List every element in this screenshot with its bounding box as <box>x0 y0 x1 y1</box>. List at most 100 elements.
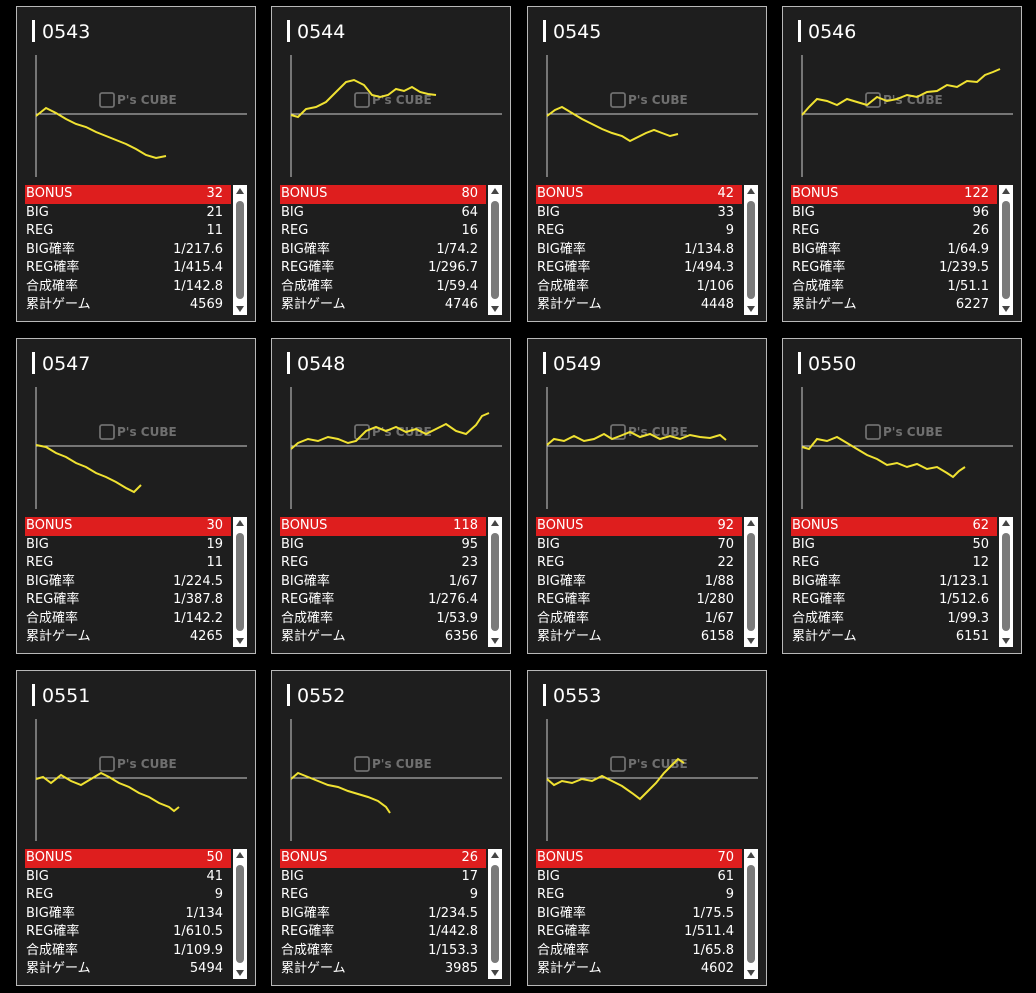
scroll-up-arrow-icon[interactable] <box>491 520 499 526</box>
stats-scrollbar[interactable] <box>744 185 758 315</box>
scroll-down-arrow-icon[interactable] <box>236 306 244 312</box>
scroll-up-arrow-icon[interactable] <box>236 520 244 526</box>
stats-table: BONUS 26 BIG 17 REG 9 BIG確率 1/234.5 REG確率 1/4… <box>280 849 486 979</box>
scroll-down-arrow-icon[interactable] <box>1002 638 1010 644</box>
scroll-thumb[interactable] <box>236 201 244 299</box>
stat-row-reg: REG 9 <box>281 887 478 902</box>
stats-scrollbar[interactable] <box>999 517 1013 647</box>
stats-scrollbar[interactable] <box>999 185 1013 315</box>
watermark-logo: P's CUBE <box>354 756 432 772</box>
stat-row-reg-rate: REG確率 1/296.7 <box>281 260 478 275</box>
stat-row-total-games: 累計ゲーム 3985 <box>281 961 478 976</box>
svg-text:P's CUBE: P's CUBE <box>372 93 432 107</box>
stats-scrollbar[interactable] <box>488 185 502 315</box>
scroll-down-arrow-icon[interactable] <box>747 638 755 644</box>
payout-line <box>546 105 679 143</box>
scroll-up-arrow-icon[interactable] <box>236 852 244 858</box>
scroll-thumb[interactable] <box>236 533 244 631</box>
stat-row-big: BIG 95 <box>281 536 478 552</box>
scroll-up-arrow-icon[interactable] <box>747 852 755 858</box>
stats-scrollbar[interactable] <box>744 849 758 979</box>
scroll-up-arrow-icon[interactable] <box>747 188 755 194</box>
stats-scrollbar[interactable] <box>233 185 247 315</box>
stat-row-big-rate: BIG確率 1/234.5 <box>281 905 478 921</box>
scroll-down-arrow-icon[interactable] <box>236 970 244 976</box>
scroll-up-arrow-icon[interactable] <box>1002 520 1010 526</box>
stat-row-bonus: BONUS 118 <box>280 517 486 536</box>
stat-row-reg: REG 26 <box>792 223 989 238</box>
machine-card-0545[interactable]: 0545 P's CUBE BONUS 42 BIG 33 REG 9 BIG確率 1/… <box>527 6 767 322</box>
stat-row-big-rate: BIG確率 1/224.5 <box>26 573 223 589</box>
payout-graph: P's CUBE <box>290 719 502 841</box>
stats-table: BONUS 122 BIG 96 REG 26 BIG確率 1/64.9 REG確率 1/… <box>791 185 997 315</box>
svg-text:P's CUBE: P's CUBE <box>117 425 177 439</box>
scroll-thumb[interactable] <box>747 201 755 299</box>
scroll-down-arrow-icon[interactable] <box>747 970 755 976</box>
stat-row-big: BIG 64 <box>281 204 478 220</box>
scroll-up-arrow-icon[interactable] <box>491 188 499 194</box>
stat-row-big-rate: BIG確率 1/123.1 <box>792 573 989 589</box>
payout-graph: P's CUBE <box>35 55 247 177</box>
stats-scrollbar[interactable] <box>233 517 247 647</box>
scroll-thumb[interactable] <box>747 865 755 963</box>
machine-card-0547[interactable]: 0547 P's CUBE BONUS 30 BIG 19 REG 11 BIG確率 1… <box>16 338 256 654</box>
scroll-thumb[interactable] <box>491 201 499 299</box>
stat-row-total-games: 累計ゲーム 4265 <box>26 629 223 644</box>
scroll-thumb[interactable] <box>747 533 755 631</box>
machine-card-0553[interactable]: 0553 P's CUBE BONUS 70 BIG 61 REG 9 BIG確率 1/… <box>527 670 767 986</box>
machine-card-0549[interactable]: 0549 P's CUBE BONUS 92 BIG 70 REG 22 BIG確率 1… <box>527 338 767 654</box>
machine-card-0552[interactable]: 0552 P's CUBE BONUS 26 BIG 17 REG 9 BIG確率 1/… <box>271 670 511 986</box>
machine-number: 0544 <box>287 18 345 46</box>
machine-card-0550[interactable]: 0550 P's CUBE BONUS 62 BIG 50 REG 12 BIG確率 1… <box>782 338 1022 654</box>
scroll-up-arrow-icon[interactable] <box>236 188 244 194</box>
scroll-down-arrow-icon[interactable] <box>1002 306 1010 312</box>
machine-number: 0543 <box>32 18 90 46</box>
stat-row-reg-rate: REG確率 1/239.5 <box>792 260 989 275</box>
stat-row-big: BIG 61 <box>537 868 734 884</box>
stat-row-bonus: BONUS 30 <box>25 517 231 536</box>
stat-row-bonus: BONUS 50 <box>25 849 231 868</box>
scroll-thumb[interactable] <box>1002 533 1010 631</box>
scroll-thumb[interactable] <box>236 865 244 963</box>
machine-card-0543[interactable]: 0543 P's CUBE BONUS 32 BIG 21 REG 11 BIG確率 1… <box>16 6 256 322</box>
payout-graph: P's CUBE <box>801 387 1013 509</box>
stat-row-big-rate: BIG確率 1/88 <box>537 573 734 589</box>
machine-card-0551[interactable]: 0551 P's CUBE BONUS 50 BIG 41 REG 9 BIG確率 1/… <box>16 670 256 986</box>
stat-row-combined-rate: 合成確率 1/153.3 <box>281 942 478 958</box>
stat-row-reg: REG 23 <box>281 555 478 570</box>
scroll-thumb[interactable] <box>1002 201 1010 299</box>
stat-row-big: BIG 70 <box>537 536 734 552</box>
stat-row-reg-rate: REG確率 1/276.4 <box>281 592 478 607</box>
stat-row-reg-rate: REG確率 1/415.4 <box>26 260 223 275</box>
scroll-down-arrow-icon[interactable] <box>236 638 244 644</box>
stats-scrollbar[interactable] <box>488 849 502 979</box>
scroll-up-arrow-icon[interactable] <box>747 520 755 526</box>
machine-number: 0546 <box>798 18 856 46</box>
payout-line <box>546 757 685 801</box>
machine-card-0546[interactable]: 0546 P's CUBE BONUS 122 BIG 96 REG 26 BIG確率… <box>782 6 1022 322</box>
stats-scrollbar[interactable] <box>488 517 502 647</box>
scroll-down-arrow-icon[interactable] <box>491 638 499 644</box>
payout-graph: P's CUBE <box>35 387 247 509</box>
stat-row-big-rate: BIG確率 1/74.2 <box>281 241 478 257</box>
scroll-up-arrow-icon[interactable] <box>491 852 499 858</box>
payout-graph: P's CUBE <box>801 55 1013 177</box>
stats-scrollbar[interactable] <box>233 849 247 979</box>
stats-scrollbar[interactable] <box>744 517 758 647</box>
scroll-down-arrow-icon[interactable] <box>747 306 755 312</box>
stat-row-bonus: BONUS 32 <box>25 185 231 204</box>
scroll-down-arrow-icon[interactable] <box>491 306 499 312</box>
payout-graph: P's CUBE <box>546 387 758 509</box>
payout-line <box>35 771 180 813</box>
scroll-up-arrow-icon[interactable] <box>1002 188 1010 194</box>
machine-number: 0552 <box>287 682 345 710</box>
scroll-down-arrow-icon[interactable] <box>491 970 499 976</box>
stat-row-reg: REG 16 <box>281 223 478 238</box>
machine-card-0548[interactable]: 0548 P's CUBE BONUS 118 BIG 95 REG 23 BIG確率… <box>271 338 511 654</box>
machine-card-0544[interactable]: 0544 P's CUBE BONUS 80 BIG 64 REG 16 BIG確率 1… <box>271 6 511 322</box>
scroll-thumb[interactable] <box>491 533 499 631</box>
scroll-thumb[interactable] <box>491 865 499 963</box>
stat-row-reg: REG 9 <box>26 887 223 902</box>
stats-table: BONUS 80 BIG 64 REG 16 BIG確率 1/74.2 REG確率 1/2… <box>280 185 486 315</box>
stat-row-total-games: 累計ゲーム 4746 <box>281 297 478 312</box>
